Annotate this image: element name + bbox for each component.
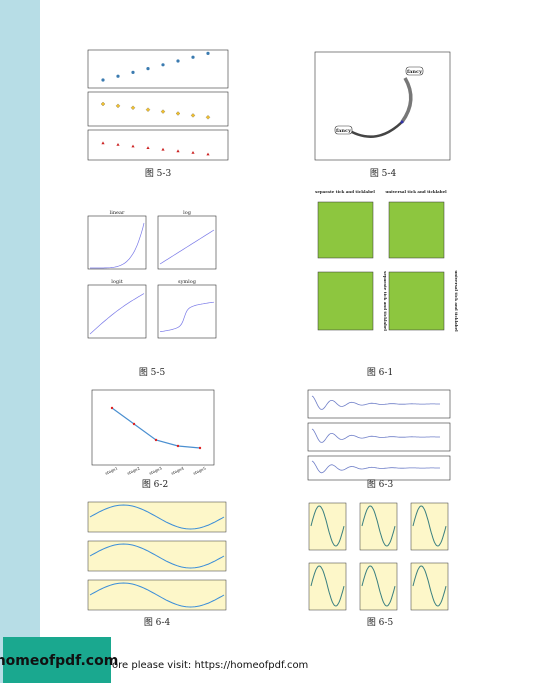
caption: 图 6-1 bbox=[367, 367, 393, 378]
caption: 图 5-4 bbox=[370, 168, 397, 179]
badge-text[interactable]: homeofpdf.com bbox=[0, 653, 118, 669]
panel-title: separate tick and ticklabel bbox=[315, 189, 375, 194]
decoration bbox=[130, 105, 136, 111]
decoration bbox=[311, 395, 440, 410]
annotation: fancy bbox=[407, 69, 423, 75]
figure-5-3: 图 5-3 bbox=[87, 49, 229, 179]
decoration bbox=[176, 149, 180, 153]
category-label: stage1 bbox=[104, 466, 118, 476]
decoration bbox=[89, 543, 225, 569]
decoration bbox=[206, 51, 210, 56]
panel-title: universal tick and ticklabel bbox=[454, 270, 459, 332]
figure-5-4: fancy fancy 图 5-4 bbox=[314, 51, 451, 179]
decoration bbox=[90, 222, 145, 269]
footer-text: ore please visit: https://homeofpdf.com bbox=[112, 660, 308, 671]
decoration bbox=[101, 78, 105, 82]
decoration bbox=[89, 504, 225, 530]
decoration bbox=[206, 152, 210, 156]
decoration bbox=[310, 505, 345, 547]
figure-6-3: 图 6-3 bbox=[307, 389, 451, 490]
decoration bbox=[161, 147, 165, 151]
badge[interactable] bbox=[3, 637, 111, 683]
decoration bbox=[311, 460, 440, 474]
decoration bbox=[159, 301, 215, 333]
caption: 图 6-5 bbox=[367, 617, 394, 628]
side-strip bbox=[0, 0, 40, 683]
decoration bbox=[159, 229, 215, 265]
decoration bbox=[175, 111, 181, 116]
category-label: stage3 bbox=[148, 465, 163, 475]
caption: 图 5-5 bbox=[139, 367, 166, 378]
decoration bbox=[412, 565, 447, 607]
decoration bbox=[361, 565, 396, 607]
caption: 图 6-4 bbox=[144, 617, 171, 628]
category-label: stage2 bbox=[126, 465, 141, 475]
decoration bbox=[310, 565, 345, 607]
decoration bbox=[190, 113, 196, 118]
figure-6-2: stage1 stage2 stage3 stage4 stage5 图 6-2 bbox=[91, 389, 215, 490]
decoration bbox=[160, 109, 166, 114]
caption: 图 5-3 bbox=[145, 168, 172, 179]
decoration bbox=[115, 103, 121, 109]
figure-6-5: 图 6-5 bbox=[308, 502, 449, 628]
decoration bbox=[146, 146, 150, 149]
panel-title: symlog bbox=[178, 279, 197, 285]
decoration bbox=[176, 59, 180, 63]
decoration bbox=[131, 144, 135, 148]
decoration bbox=[191, 55, 195, 59]
decoration bbox=[311, 428, 440, 443]
decoration bbox=[116, 143, 120, 146]
decoration bbox=[100, 101, 106, 107]
panel-title: log bbox=[183, 210, 192, 216]
decoration bbox=[89, 582, 225, 608]
category-label: stage5 bbox=[192, 465, 207, 475]
caption: 图 6-3 bbox=[367, 479, 394, 490]
decoration bbox=[161, 63, 165, 67]
panel-title: separate tick and ticklabel bbox=[383, 271, 388, 331]
category-label: stage4 bbox=[170, 465, 185, 475]
decoration bbox=[361, 505, 396, 547]
decoration bbox=[131, 70, 135, 74]
decoration bbox=[101, 141, 105, 145]
decoration bbox=[116, 74, 120, 78]
figure-6-1: separate tick and ticklabel universal ti… bbox=[315, 189, 459, 378]
decoration bbox=[146, 67, 150, 71]
decoration bbox=[191, 151, 195, 154]
decoration bbox=[412, 505, 447, 547]
panel-title: universal tick and ticklabel bbox=[385, 189, 447, 194]
panel-title: logit bbox=[111, 279, 122, 285]
panel-title: linear bbox=[110, 210, 125, 216]
caption: 图 6-2 bbox=[142, 479, 168, 490]
decoration bbox=[145, 107, 151, 112]
decoration bbox=[205, 115, 211, 120]
annotation: fancy bbox=[336, 128, 352, 134]
decoration bbox=[89, 293, 145, 335]
figure-5-5: linear log logit symlog 图 5-5 bbox=[87, 210, 217, 378]
